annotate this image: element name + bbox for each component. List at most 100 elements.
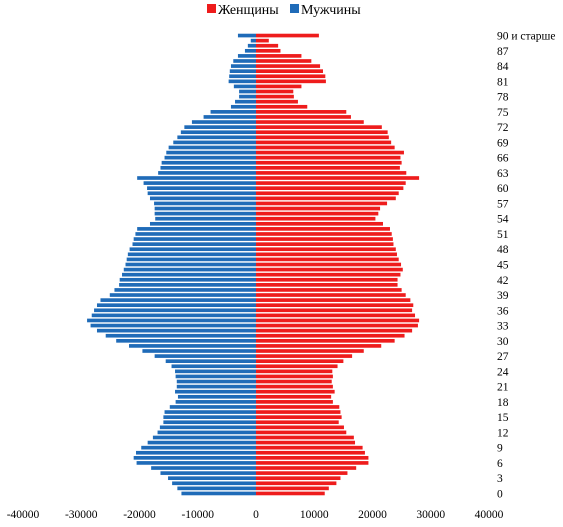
x-tick-label-7: 30000 [416,509,445,521]
bar-women-30 [256,338,395,343]
bar-women-33 [256,323,418,328]
bar-women-44 [256,267,403,272]
y-tick-label-1: 3 [497,473,503,485]
bar-men-68 [168,145,256,150]
y-tick-label-19: 57 [497,198,509,210]
bar-women-13 [256,425,344,430]
bar-women-34 [256,318,420,323]
bar-women-74 [256,115,351,119]
bar-women-11 [256,435,354,440]
bar-men-6 [136,461,256,465]
bar-women-10 [256,440,356,445]
y-tick-labels: 0369121518212427303336394245485154576063… [497,31,556,501]
bar-men-90 [237,33,256,38]
bar-men-0 [181,491,256,496]
bar-men-34 [87,318,256,323]
bar-women-53 [256,221,383,226]
bar-women-72 [256,125,382,129]
y-tick-label-6: 18 [497,397,509,409]
bar-men-78 [239,94,256,99]
bar-women-76 [256,104,308,109]
y-tick-label-14: 42 [497,275,509,287]
bar-men-27 [154,354,256,358]
bar-women-85 [256,59,312,63]
bar-women-1 [256,486,329,491]
bar-women-21 [256,384,333,389]
y-tick-label-30: 90 и старше [497,31,556,43]
bar-women-40 [256,288,402,292]
bar-men-1 [177,486,256,491]
bar-men-76 [230,104,256,109]
bar-men-69 [173,140,256,145]
bar-women-71 [256,130,388,135]
bar-men-67 [166,150,256,155]
bar-women-81 [256,79,326,84]
bar-men-86 [237,54,256,58]
bar-men-14 [163,420,256,425]
bar-women-0 [256,491,325,496]
x-tick-label-0: -40000 [7,509,40,521]
bar-women-59 [256,191,399,196]
bar-women-87 [256,48,281,53]
bar-men-25 [171,364,256,369]
bar-women-79 [256,89,294,94]
bar-men-5 [151,466,256,470]
bar-women-27 [256,354,353,358]
y-tick-label-5: 15 [497,412,509,424]
y-tick-label-17: 51 [497,229,509,241]
bar-men-53 [149,221,256,226]
bar-women-48 [256,247,396,252]
bar-men-87 [244,48,256,53]
bar-women-75 [256,110,347,114]
bar-men-13 [159,425,256,430]
bar-men-8 [136,450,256,455]
bar-men-46 [126,257,256,262]
y-tick-label-4: 12 [497,427,509,439]
bar-men-37 [96,303,256,308]
bar-women-5 [256,466,357,470]
y-tick-label-18: 54 [497,214,509,226]
bar-women-15 [256,415,342,419]
bar-women-67 [256,150,404,155]
bar-men-57 [154,201,256,206]
bar-women-32 [256,328,413,333]
bar-women-80 [256,84,302,89]
y-tick-label-29: 87 [497,46,509,58]
y-tick-label-10: 30 [497,336,509,348]
bar-women-39 [256,293,406,297]
bar-women-73 [256,120,364,124]
legend-swatch-women [207,4,216,13]
y-tick-label-26: 78 [497,92,509,104]
y-tick-label-23: 69 [497,137,509,149]
bar-women-19 [256,394,332,399]
bar-men-17 [169,405,256,409]
bar-women-8 [256,450,365,455]
bar-men-38 [100,298,256,302]
bar-men-49 [132,242,256,246]
bar-women-82 [256,74,326,79]
legend-swatch-men [290,4,299,13]
bar-men-29 [129,344,256,348]
bar-men-73 [191,120,256,124]
bar-men-36 [94,308,256,313]
y-tick-label-16: 48 [497,244,509,256]
x-tick-label-2: -20000 [123,509,156,521]
bar-men-42 [119,277,256,282]
bar-men-24 [175,369,256,374]
bar-women-12 [256,430,347,435]
bar-women-36 [256,308,413,313]
bar-women-88 [256,43,279,48]
bar-men-23 [175,374,256,379]
y-tick-label-20: 60 [497,183,509,195]
bar-men-84 [230,64,256,68]
bar-women-38 [256,298,411,302]
bar-men-19 [177,394,256,399]
bar-women-9 [256,445,363,450]
bar-men-88 [247,43,256,48]
bar-men-54 [155,216,256,221]
bar-women-28 [256,349,364,353]
bar-men-56 [154,206,256,211]
legend-label-women: Женщины [218,3,279,18]
bar-men-33 [90,323,256,328]
bar-men-80 [233,84,256,89]
